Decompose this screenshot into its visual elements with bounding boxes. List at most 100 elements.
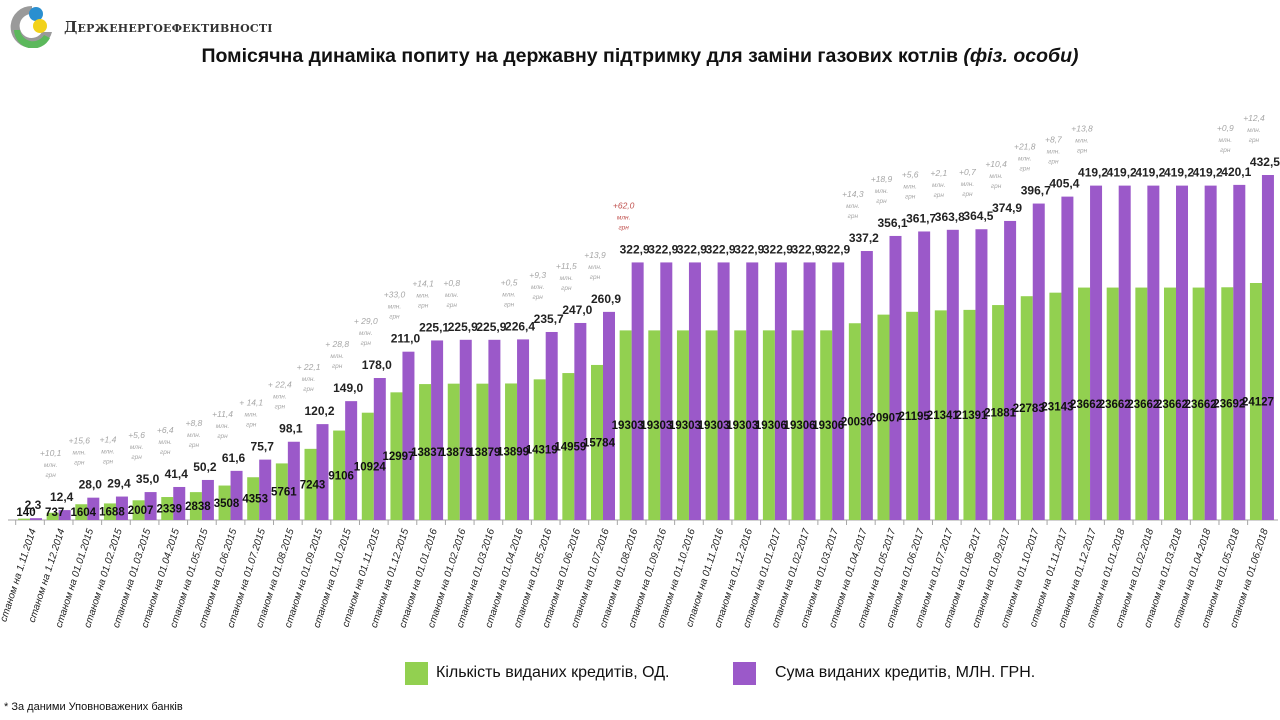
bar-count — [734, 330, 747, 520]
data-label-sum: 361,7 — [906, 211, 936, 225]
annotation-delta: +5,6 — [902, 169, 919, 179]
bar-sum — [1204, 185, 1217, 520]
title-suffix: (фіз. особи) — [963, 45, 1079, 67]
bar-sum — [631, 262, 644, 520]
annotation-unit: млн. — [302, 376, 316, 383]
data-label-sum: 29,4 — [107, 477, 131, 491]
bar-sum — [173, 486, 186, 520]
bar-count — [218, 485, 231, 520]
annotation-unit: грн — [905, 193, 916, 200]
bar-count — [361, 412, 374, 520]
bar-sum — [87, 497, 100, 520]
annotation-unit: млн. — [73, 450, 87, 457]
data-label-count: 14959 — [554, 442, 586, 454]
data-label-count: 13837 — [411, 447, 443, 459]
annotation-delta: +5,6 — [128, 430, 145, 440]
data-label-count: 10924 — [354, 461, 387, 473]
bar-count — [247, 477, 260, 520]
bar-count — [132, 500, 145, 520]
data-label-count: 23662 — [1099, 399, 1131, 411]
data-label-sum: 178,0 — [362, 358, 392, 372]
bar-count — [963, 309, 976, 520]
data-label-count: 23662 — [1127, 399, 1159, 411]
bar-count — [75, 504, 88, 520]
annotation-unit: грн — [1048, 159, 1059, 166]
bar-sum — [316, 424, 329, 520]
bar-count — [591, 364, 603, 520]
annotation-unit: млн. — [502, 291, 516, 298]
bar-count — [877, 314, 890, 520]
data-label-sum: 322,9 — [792, 242, 822, 256]
bar-count — [705, 330, 718, 520]
data-label-count: 13879 — [468, 447, 500, 459]
bar-count — [762, 330, 775, 520]
bar-sum — [30, 518, 42, 520]
annotation-unit: млн. — [187, 432, 201, 439]
annotation-unit: млн. — [903, 183, 917, 190]
data-label-count: 14319 — [526, 445, 558, 457]
bar-sum — [402, 351, 415, 520]
annotation-unit: грн — [246, 422, 257, 429]
annotation-unit: млн. — [158, 439, 172, 446]
bar-sum — [1261, 175, 1274, 520]
annotation-delta: +0,5 — [501, 277, 518, 287]
data-label-sum: 374,9 — [992, 201, 1022, 215]
data-label-sum: 337,2 — [849, 231, 879, 245]
bar-sum — [287, 441, 300, 520]
data-label-sum: 420,1 — [1221, 165, 1251, 179]
bar-count — [648, 330, 661, 520]
bar-sum — [459, 339, 472, 520]
bar-sum — [918, 231, 931, 520]
data-label-count: 13879 — [440, 447, 472, 459]
data-label-count: 19303 — [698, 420, 730, 432]
chart-title: Помісячна динаміка попиту на державну пі… — [0, 45, 1280, 68]
bar-sum — [1147, 185, 1160, 520]
data-label-sum: 226,4 — [505, 319, 535, 333]
annotation-unit: грн — [1249, 137, 1260, 144]
org-name: Держенергоефективності — [64, 18, 273, 36]
data-label-sum: 235,7 — [534, 312, 564, 326]
bar-count — [562, 373, 575, 520]
bar-sum — [717, 262, 730, 520]
annotation-delta: +11,4 — [212, 409, 233, 419]
annotation-unit: грн — [504, 301, 515, 308]
annotation-unit: грн — [275, 404, 286, 411]
annotation-unit: млн. — [416, 292, 430, 299]
annotation-delta: +11,5 — [556, 261, 577, 271]
bar-count — [476, 383, 489, 520]
data-label-sum: 322,9 — [820, 242, 850, 256]
bar-sum — [860, 251, 873, 520]
legend-swatch-count — [405, 661, 428, 685]
bar-count — [275, 463, 288, 520]
bar-sum — [946, 229, 959, 521]
data-label-count: 7243 — [300, 479, 326, 491]
legend-label-count: Кількість виданих кредитів, ОД. — [436, 664, 670, 681]
annotation-unit: грн — [876, 198, 887, 205]
data-label-count: 23662 — [1070, 399, 1102, 411]
bar-count — [1106, 287, 1119, 520]
annotation-delta: + 22,1 — [297, 362, 321, 372]
annotation-unit: млн. — [1047, 149, 1061, 156]
data-label-sum: 363,8 — [935, 210, 965, 224]
bar-count — [906, 311, 919, 520]
annotation-unit: млн. — [244, 412, 258, 419]
annotation-unit: млн. — [1219, 137, 1233, 144]
data-label-count: 12997 — [382, 451, 414, 463]
bar-sum — [144, 492, 157, 520]
legend-swatch-sum — [733, 661, 756, 685]
bar-sum — [603, 311, 615, 520]
annotation-unit: млн. — [875, 188, 889, 195]
bar-sum — [1032, 203, 1045, 520]
bar-sum — [1061, 196, 1074, 520]
bar-sum — [1176, 185, 1188, 520]
annotation-unit: грн — [561, 285, 572, 292]
annotation-unit: грн — [934, 192, 945, 199]
bar-sum — [517, 339, 530, 520]
annotation-unit: млн. — [216, 423, 230, 430]
annotation-unit: грн — [217, 433, 228, 440]
bar-sum — [201, 479, 214, 520]
data-label-sum: 225,1 — [419, 320, 449, 334]
annotation-delta: +14,1 — [412, 278, 434, 288]
data-label-sum: 35,0 — [136, 472, 160, 486]
